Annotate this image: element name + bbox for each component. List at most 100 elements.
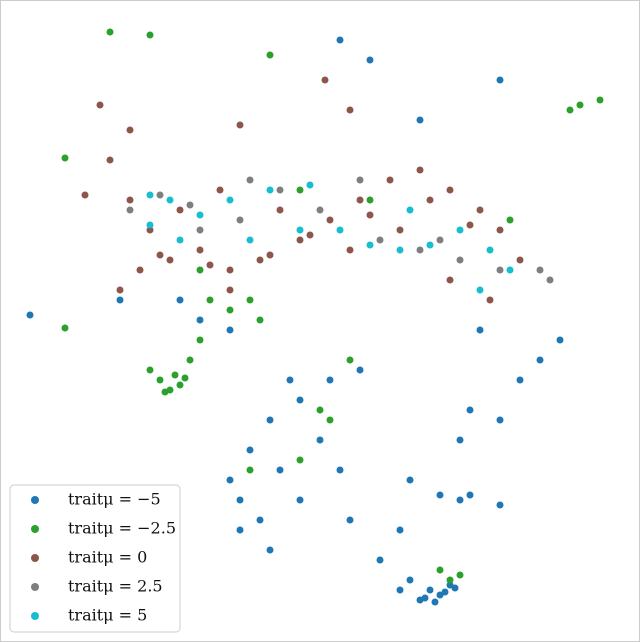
point xyxy=(181,374,189,382)
point xyxy=(406,576,414,584)
point xyxy=(536,356,544,364)
point xyxy=(431,598,439,606)
point xyxy=(356,366,364,374)
point xyxy=(236,496,244,504)
point xyxy=(406,206,414,214)
point xyxy=(226,326,234,334)
point xyxy=(416,116,424,124)
point xyxy=(61,324,69,332)
legend-marker xyxy=(31,612,39,620)
point xyxy=(496,501,504,509)
point xyxy=(326,216,334,224)
point xyxy=(476,286,484,294)
legend-label: traitμ = 0 xyxy=(68,548,147,567)
point xyxy=(146,226,154,234)
legend-marker xyxy=(31,583,39,591)
points xyxy=(26,28,604,606)
point xyxy=(296,496,304,504)
point xyxy=(176,381,184,389)
point xyxy=(346,516,354,524)
point xyxy=(446,186,454,194)
point xyxy=(236,121,244,129)
point xyxy=(366,56,374,64)
point xyxy=(146,31,154,39)
point xyxy=(506,266,514,274)
point xyxy=(386,176,394,184)
point xyxy=(276,206,284,214)
point xyxy=(236,526,244,534)
point xyxy=(226,266,234,274)
point xyxy=(366,241,374,249)
point xyxy=(516,376,524,384)
point xyxy=(156,191,164,199)
point xyxy=(276,186,284,194)
point xyxy=(246,176,254,184)
point xyxy=(566,106,574,114)
point xyxy=(396,526,404,534)
point xyxy=(306,231,314,239)
point xyxy=(296,226,304,234)
point xyxy=(266,251,274,259)
point xyxy=(256,516,264,524)
point xyxy=(226,196,234,204)
point xyxy=(196,211,204,219)
point xyxy=(216,186,224,194)
point xyxy=(321,76,329,84)
point xyxy=(236,216,244,224)
point xyxy=(366,211,374,219)
point xyxy=(246,466,254,474)
point xyxy=(266,416,274,424)
point xyxy=(426,241,434,249)
legend-marker xyxy=(31,554,39,562)
point xyxy=(556,336,564,344)
legend: traitμ = −5 traitμ = −2.5 traitμ = 0 traitμ… xyxy=(9,484,181,633)
point xyxy=(346,106,354,114)
point xyxy=(266,186,274,194)
point xyxy=(446,576,454,584)
point xyxy=(366,196,374,204)
point xyxy=(546,276,554,284)
point xyxy=(456,436,464,444)
point xyxy=(326,376,334,384)
point xyxy=(146,366,154,374)
point xyxy=(126,196,134,204)
point xyxy=(496,266,504,274)
point xyxy=(346,246,354,254)
point xyxy=(196,226,204,234)
point xyxy=(396,246,404,254)
point xyxy=(306,181,314,189)
point xyxy=(316,436,324,444)
point xyxy=(496,76,504,84)
point xyxy=(416,246,424,254)
point xyxy=(126,126,134,134)
point xyxy=(516,256,524,264)
point xyxy=(196,266,204,274)
point xyxy=(446,276,454,284)
point xyxy=(466,491,474,499)
point xyxy=(226,306,234,314)
point xyxy=(426,586,434,594)
point xyxy=(376,556,384,564)
point xyxy=(266,51,274,59)
point xyxy=(536,266,544,274)
point xyxy=(456,571,464,579)
point xyxy=(336,226,344,234)
point xyxy=(466,221,474,229)
legend-label: traitμ = −2.5 xyxy=(68,519,176,538)
point xyxy=(316,206,324,214)
point xyxy=(476,326,484,334)
point xyxy=(171,371,179,379)
point xyxy=(336,466,344,474)
point xyxy=(246,296,254,304)
point xyxy=(416,166,424,174)
legend-label: traitμ = 2.5 xyxy=(68,577,163,596)
point xyxy=(436,566,444,574)
point xyxy=(146,221,154,229)
point xyxy=(196,316,204,324)
point xyxy=(156,376,164,384)
point xyxy=(436,491,444,499)
point xyxy=(376,236,384,244)
point xyxy=(316,406,324,414)
point xyxy=(346,356,354,364)
point xyxy=(456,226,464,234)
